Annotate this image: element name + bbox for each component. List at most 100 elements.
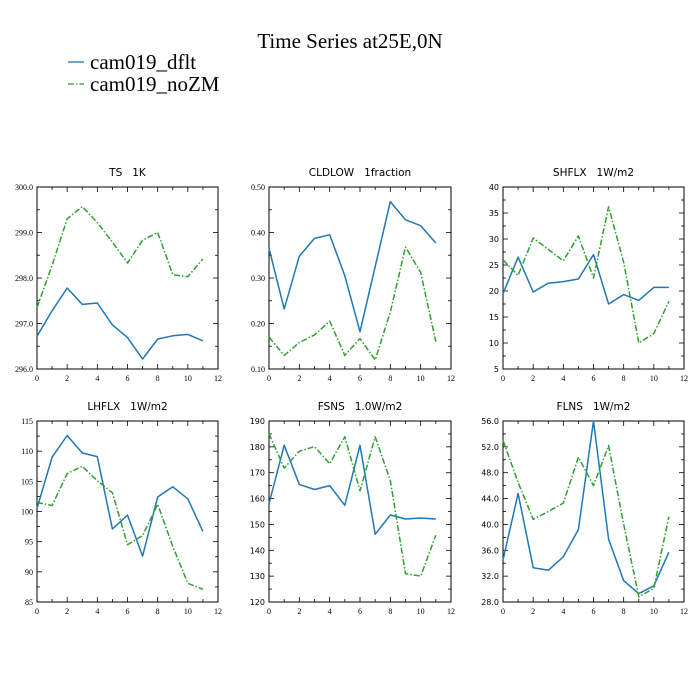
series-line-dflt bbox=[268, 200, 437, 333]
x-tick-label: 10 bbox=[417, 607, 425, 616]
y-tick-label: 35 bbox=[489, 209, 499, 218]
y-tick-label: 36.0 bbox=[481, 546, 499, 555]
legend-label-nozm: cam019_noZM bbox=[90, 72, 220, 96]
x-tick-label: 0 bbox=[501, 607, 505, 616]
series-line-nozm bbox=[36, 465, 204, 590]
legend: cam019_dflt cam019_noZM bbox=[68, 50, 220, 96]
y-tick-label: 105 bbox=[21, 477, 33, 486]
y-tick-label: 85 bbox=[25, 598, 33, 607]
x-tick-label: 6 bbox=[126, 374, 130, 383]
x-tick-label: 8 bbox=[622, 374, 626, 383]
x-tick-label: 4 bbox=[95, 607, 99, 616]
y-tick-label: 90 bbox=[25, 568, 33, 577]
chart-panel: LHFLX 1W/m2 0 2 4 6 8 10 12 85 90 95 100 105 110 115 bbox=[21, 401, 222, 616]
x-tick-label: 0 bbox=[267, 374, 271, 383]
x-tick-label: 2 bbox=[531, 374, 535, 383]
panel-title: FLNS 1W/m2 bbox=[557, 401, 631, 413]
x-tick-label: 8 bbox=[622, 607, 626, 616]
y-tick-label: 0.10 bbox=[251, 365, 265, 374]
x-tick-label: 2 bbox=[65, 374, 69, 383]
x-tick-label: 4 bbox=[328, 607, 332, 616]
x-tick-label: 6 bbox=[592, 374, 596, 383]
series-line-dflt bbox=[502, 420, 670, 595]
x-tick-label: 6 bbox=[126, 607, 130, 616]
y-tick-label: 130 bbox=[250, 572, 265, 581]
x-tick-label: 6 bbox=[592, 607, 596, 616]
y-tick-label: 150 bbox=[250, 520, 265, 529]
x-tick-label: 2 bbox=[297, 607, 301, 616]
y-tick-label: 298.0 bbox=[15, 274, 33, 283]
y-tick-label: 44.0 bbox=[481, 495, 499, 504]
panels: TS 1K 0 2 4 6 8 10 12 296.0 297.0 298.0 299.0 300.0 C… bbox=[15, 167, 688, 616]
x-tick-label: 12 bbox=[680, 374, 688, 383]
x-tick-label: 10 bbox=[650, 374, 658, 383]
series-line-dflt bbox=[502, 253, 669, 305]
x-tick-label: 10 bbox=[417, 374, 425, 383]
series-line-dflt bbox=[36, 287, 204, 360]
x-tick-label: 12 bbox=[447, 607, 455, 616]
y-tick-label: 170 bbox=[250, 469, 265, 478]
legend-label-dflt: cam019_dflt bbox=[90, 50, 196, 74]
figure-title: Time Series at25E,0N bbox=[257, 29, 442, 53]
y-tick-label: 300.0 bbox=[15, 183, 33, 192]
y-tick-label: 5 bbox=[494, 365, 499, 374]
x-tick-label: 0 bbox=[501, 374, 505, 383]
x-tick-label: 4 bbox=[561, 374, 565, 383]
x-tick-label: 6 bbox=[358, 607, 362, 616]
y-tick-label: 0.50 bbox=[251, 183, 265, 192]
x-tick-label: 12 bbox=[680, 607, 688, 616]
y-tick-label: 100 bbox=[21, 508, 33, 517]
panel-title: LHFLX 1W/m2 bbox=[87, 401, 167, 413]
series-line-nozm bbox=[502, 440, 670, 598]
y-tick-label: 15 bbox=[489, 313, 499, 322]
y-tick-label: 120 bbox=[250, 598, 265, 607]
x-tick-label: 2 bbox=[531, 607, 535, 616]
y-tick-label: 95 bbox=[25, 538, 33, 547]
y-tick-label: 28.0 bbox=[481, 598, 499, 607]
x-tick-label: 10 bbox=[184, 374, 192, 383]
y-tick-label: 52.0 bbox=[481, 443, 499, 452]
x-tick-label: 4 bbox=[328, 374, 332, 383]
x-tick-label: 0 bbox=[267, 607, 271, 616]
plot-frame bbox=[268, 186, 452, 370]
y-tick-label: 180 bbox=[250, 443, 265, 452]
panel-title: TS 1K bbox=[108, 167, 147, 179]
panel-title: SHFLX 1W/m2 bbox=[553, 167, 634, 179]
y-tick-label: 297.0 bbox=[15, 320, 33, 329]
panel-title: CLDLOW 1fraction bbox=[309, 167, 411, 179]
chart-panel: FSNS 1.0W/m2 0 2 4 6 8 10 12 120 130 140 150 160 170 1… bbox=[250, 401, 455, 616]
y-tick-label: 48.0 bbox=[481, 469, 499, 478]
x-tick-label: 0 bbox=[35, 374, 39, 383]
x-tick-label: 6 bbox=[358, 374, 362, 383]
y-tick-label: 299.0 bbox=[15, 229, 33, 238]
y-tick-label: 0.30 bbox=[251, 274, 265, 283]
panel-title: FSNS 1.0W/m2 bbox=[318, 401, 403, 413]
y-tick-label: 30 bbox=[489, 235, 499, 244]
y-tick-label: 10 bbox=[489, 339, 499, 348]
y-tick-label: 0.20 bbox=[251, 320, 265, 329]
y-tick-label: 110 bbox=[21, 447, 33, 456]
x-tick-label: 8 bbox=[156, 374, 160, 383]
y-tick-label: 40.0 bbox=[481, 520, 499, 529]
y-tick-label: 190 bbox=[250, 417, 265, 426]
y-tick-label: 32.0 bbox=[481, 572, 499, 581]
chart-panel: TS 1K 0 2 4 6 8 10 12 296.0 297.0 298.0 299.0 300.0 bbox=[15, 167, 222, 383]
series-line-nozm bbox=[268, 433, 437, 577]
chart-panel: FLNS 1W/m2 0 2 4 6 8 10 12 28.0 32.0 36.0 40.0 44.0 4… bbox=[481, 401, 688, 616]
y-tick-label: 20 bbox=[489, 287, 499, 296]
y-tick-label: 56.0 bbox=[481, 417, 499, 426]
x-tick-label: 10 bbox=[184, 607, 192, 616]
series-line-dflt bbox=[268, 444, 436, 536]
x-tick-label: 12 bbox=[214, 374, 222, 383]
y-tick-label: 160 bbox=[250, 495, 265, 504]
x-tick-label: 0 bbox=[35, 607, 39, 616]
x-tick-label: 12 bbox=[447, 374, 455, 383]
plot-frame bbox=[36, 420, 219, 603]
chart-panel: CLDLOW 1fraction 0 2 4 6 8 10 12 0.10 0.20 0.30 0.4… bbox=[251, 167, 455, 383]
y-tick-label: 25 bbox=[489, 261, 499, 270]
y-tick-label: 140 bbox=[250, 546, 265, 555]
x-tick-label: 4 bbox=[561, 607, 565, 616]
x-tick-label: 4 bbox=[95, 374, 99, 383]
series-line-dflt bbox=[36, 434, 204, 557]
